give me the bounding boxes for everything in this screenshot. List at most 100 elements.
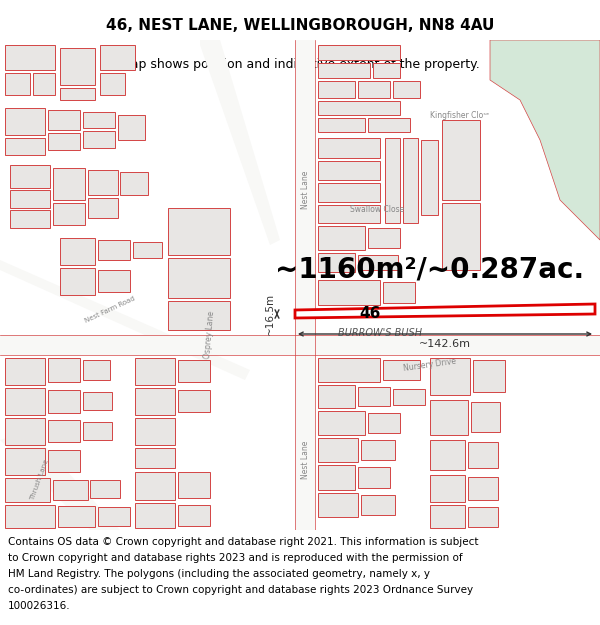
Polygon shape — [83, 360, 110, 380]
Polygon shape — [135, 358, 175, 385]
Polygon shape — [383, 360, 420, 380]
Polygon shape — [318, 438, 358, 462]
Polygon shape — [358, 467, 390, 488]
Text: ~142.6m: ~142.6m — [419, 339, 471, 349]
Polygon shape — [368, 413, 400, 433]
Polygon shape — [98, 270, 130, 292]
Polygon shape — [385, 138, 400, 223]
Polygon shape — [10, 190, 50, 208]
Text: 46, NEST LANE, WELLINGBOROUGH, NN8 4AU: 46, NEST LANE, WELLINGBOROUGH, NN8 4AU — [106, 18, 494, 33]
Polygon shape — [5, 358, 45, 385]
Polygon shape — [48, 358, 80, 382]
Polygon shape — [5, 73, 30, 95]
Polygon shape — [133, 242, 162, 258]
Polygon shape — [295, 40, 315, 530]
Polygon shape — [318, 118, 365, 132]
Polygon shape — [83, 422, 112, 440]
Polygon shape — [88, 170, 118, 195]
Polygon shape — [83, 131, 115, 148]
Polygon shape — [318, 280, 380, 305]
Polygon shape — [58, 506, 95, 527]
Text: Nest Farm Road: Nest Farm Road — [84, 296, 136, 324]
Polygon shape — [135, 472, 175, 500]
Polygon shape — [5, 418, 45, 445]
Polygon shape — [403, 138, 418, 223]
Text: co-ordinates) are subject to Crown copyright and database rights 2023 Ordnance S: co-ordinates) are subject to Crown copyr… — [8, 585, 473, 595]
Polygon shape — [48, 110, 80, 130]
Polygon shape — [48, 390, 80, 413]
Polygon shape — [60, 268, 95, 295]
Polygon shape — [393, 389, 425, 405]
Polygon shape — [318, 465, 355, 490]
Polygon shape — [168, 301, 230, 330]
Text: HM Land Registry. The polygons (including the associated geometry, namely x, y: HM Land Registry. The polygons (includin… — [8, 569, 430, 579]
Text: Contains OS data © Crown copyright and database right 2021. This information is : Contains OS data © Crown copyright and d… — [8, 537, 479, 547]
Polygon shape — [442, 203, 480, 270]
Polygon shape — [318, 45, 400, 60]
Polygon shape — [120, 172, 148, 195]
Text: Swallow Close: Swallow Close — [350, 206, 404, 214]
Polygon shape — [168, 258, 230, 298]
Polygon shape — [135, 388, 175, 415]
Polygon shape — [430, 440, 465, 470]
Polygon shape — [318, 81, 355, 98]
Polygon shape — [60, 238, 95, 265]
Polygon shape — [135, 418, 175, 445]
Polygon shape — [100, 73, 125, 95]
Polygon shape — [60, 48, 95, 85]
Polygon shape — [100, 45, 135, 70]
Polygon shape — [178, 390, 210, 412]
Text: 46: 46 — [359, 306, 380, 321]
Text: Thrush Lane: Thrush Lane — [30, 459, 50, 501]
Polygon shape — [468, 477, 498, 500]
Polygon shape — [358, 81, 390, 98]
Text: 100026316.: 100026316. — [8, 601, 71, 611]
Polygon shape — [5, 388, 45, 415]
Polygon shape — [361, 440, 395, 460]
Polygon shape — [318, 253, 355, 272]
Polygon shape — [5, 45, 55, 70]
Polygon shape — [393, 81, 420, 98]
Polygon shape — [83, 112, 115, 128]
Polygon shape — [318, 226, 365, 250]
Polygon shape — [318, 385, 355, 408]
Polygon shape — [178, 505, 210, 526]
Polygon shape — [368, 228, 400, 248]
Polygon shape — [98, 240, 130, 260]
Polygon shape — [33, 73, 55, 95]
Polygon shape — [48, 450, 80, 472]
Polygon shape — [48, 420, 80, 442]
Polygon shape — [53, 168, 85, 200]
Text: ~16.5m: ~16.5m — [265, 293, 275, 335]
Polygon shape — [468, 507, 498, 527]
Polygon shape — [118, 115, 145, 140]
Polygon shape — [135, 448, 175, 468]
Polygon shape — [361, 495, 395, 515]
Polygon shape — [5, 138, 45, 155]
Polygon shape — [318, 63, 370, 78]
Polygon shape — [90, 480, 120, 498]
Text: Nest Lane: Nest Lane — [301, 171, 310, 209]
Polygon shape — [368, 118, 410, 132]
Text: Nursery Drive: Nursery Drive — [403, 357, 457, 373]
Polygon shape — [295, 304, 595, 318]
Polygon shape — [421, 140, 438, 215]
Polygon shape — [135, 503, 175, 528]
Polygon shape — [468, 442, 498, 468]
Polygon shape — [318, 205, 380, 223]
Polygon shape — [318, 358, 380, 382]
Polygon shape — [53, 480, 88, 500]
Polygon shape — [53, 203, 85, 225]
Polygon shape — [48, 133, 80, 150]
Polygon shape — [5, 108, 45, 135]
Polygon shape — [383, 282, 415, 303]
Polygon shape — [10, 165, 50, 188]
Polygon shape — [5, 505, 55, 528]
Polygon shape — [88, 198, 118, 218]
Polygon shape — [442, 120, 480, 200]
Polygon shape — [373, 63, 400, 78]
Polygon shape — [178, 472, 210, 498]
Polygon shape — [0, 335, 600, 355]
Polygon shape — [318, 101, 400, 115]
Polygon shape — [178, 360, 210, 382]
